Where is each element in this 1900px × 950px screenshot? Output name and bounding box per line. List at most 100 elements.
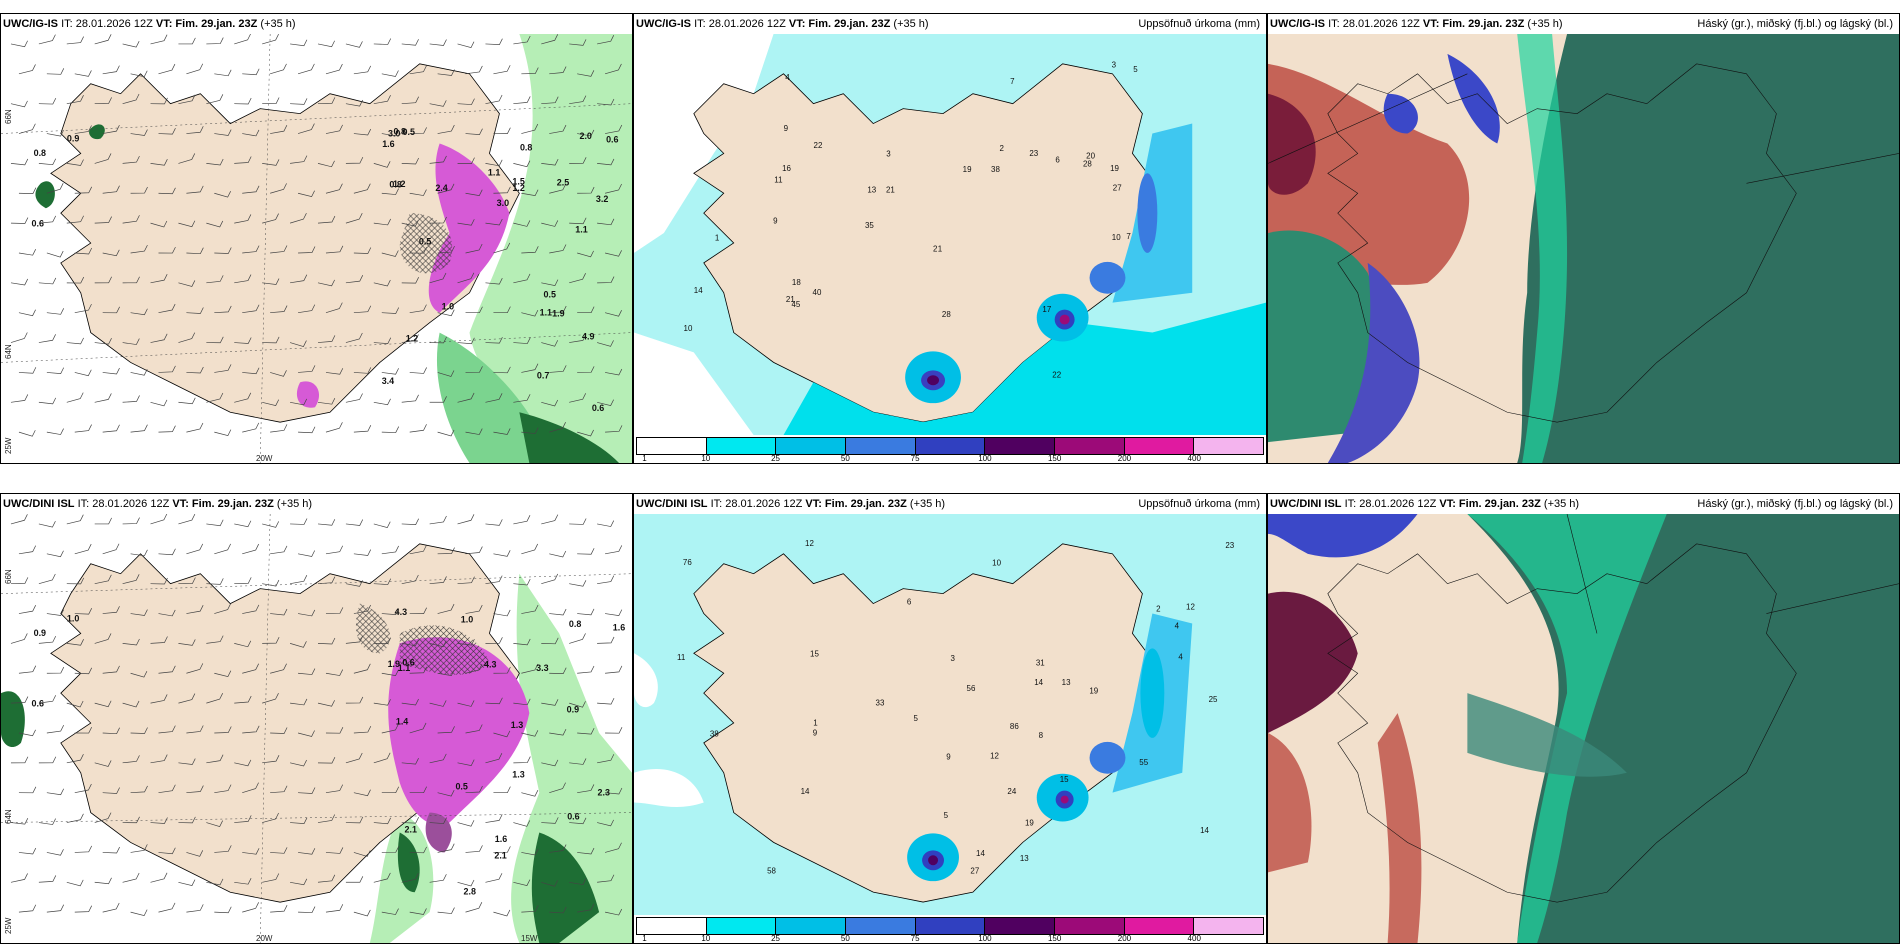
wind-barb (186, 725, 204, 734)
wind-barb (290, 817, 308, 825)
wind-barb (353, 128, 372, 136)
wind-barb (409, 65, 427, 75)
init-time: IT: 28.01.2026 12Z (1344, 498, 1437, 510)
wind-barbs (10, 514, 623, 917)
wind-barb (577, 429, 594, 437)
wind-barb (381, 908, 399, 915)
wind-barb (18, 367, 37, 374)
precip-value-label: 2.1 (494, 850, 506, 860)
wind-barb (325, 847, 344, 854)
wind-barb (130, 70, 148, 78)
colorbar-tick: 100 (978, 934, 992, 943)
precip-value-label: 2.5 (557, 177, 569, 187)
model-name: UWC/IG-IS (1270, 18, 1325, 30)
wind-barb (186, 307, 204, 314)
precip-value-label: 1.5 (512, 177, 524, 187)
panel-header: UWC/DINI ISL IT: 28.01.2026 12Z VT: Fim.… (1, 494, 632, 514)
wind-barb (597, 399, 614, 406)
wind-barb (94, 517, 112, 525)
wind-barb (437, 69, 455, 76)
wind-barb (541, 573, 559, 585)
wind-barb (150, 754, 168, 764)
precip-value-label: 28 (942, 310, 951, 319)
colorbar-cell (637, 438, 707, 454)
wind-barb (401, 394, 419, 403)
wind-barb (234, 392, 252, 403)
precip-value-label: 2 (1156, 604, 1161, 613)
wind-barbs (10, 34, 623, 437)
wind-barb (270, 305, 288, 314)
precip-value-label: 10 (992, 559, 1001, 568)
precip-value-label: 9 (784, 124, 789, 133)
wind-barb (38, 34, 56, 45)
lon-label-20w: 20W (256, 934, 273, 943)
wind-barb (437, 245, 455, 254)
wind-barb (381, 188, 399, 195)
wind-barb (186, 605, 204, 614)
wind-barb (577, 306, 595, 314)
wind-barb (150, 34, 168, 45)
wind-barb (381, 70, 399, 77)
precip-value-label: 1.1 (540, 307, 552, 317)
wind-barb (289, 213, 307, 224)
wind-barb (178, 280, 196, 287)
wind-barb (214, 69, 232, 77)
wind-barb (38, 397, 57, 405)
wind-barb (373, 337, 392, 345)
precip-value-label: 4 (785, 73, 790, 82)
wind-barb (409, 127, 427, 134)
wind-barb (549, 66, 567, 75)
wind-barb (270, 183, 287, 194)
wind-barb (457, 759, 475, 767)
wind-barb (345, 393, 363, 403)
wind-barb (158, 425, 176, 433)
wind-barb (102, 902, 120, 913)
wind-barb (214, 670, 232, 678)
wind-barb (437, 370, 455, 377)
precip-value-label: 0.5 (543, 289, 555, 299)
precip-map: 1 2 3 5 4 6 9 12 11 14 8 15 19 58 76 56 86 27 23 33 38 19 15 14… (634, 514, 1266, 915)
wind-barb (18, 904, 37, 913)
wind-barb (290, 759, 307, 767)
wind-barb (46, 609, 65, 616)
wind-barb (234, 520, 252, 528)
wind-barb (158, 63, 176, 75)
wind-barb (150, 694, 168, 704)
lat-label-64n: 64N (4, 809, 13, 824)
wind-barb (373, 699, 391, 706)
precip-value-label: 3.0 (388, 128, 400, 138)
wind-barb (186, 63, 204, 75)
wind-barb (270, 245, 288, 254)
wind-barb (485, 637, 503, 644)
precip-value-label: 0.6 (606, 135, 618, 145)
wind-barb (401, 639, 419, 647)
wind-barb (74, 424, 92, 433)
wind-barb (513, 273, 531, 284)
wind-barb (102, 424, 120, 433)
wind-barb (345, 580, 363, 587)
wind-barb (409, 786, 427, 794)
wind-barb (577, 548, 595, 555)
precip-value-label: 56 (967, 684, 976, 693)
precip-value-label: 1.1 (488, 168, 500, 178)
wind-barb (122, 155, 140, 164)
wind-barb (345, 752, 363, 764)
precip-value-label: 19 (963, 165, 972, 174)
wind-barb (130, 369, 148, 376)
wind-barb (485, 519, 503, 526)
precip-value-label: 0.6 (402, 657, 414, 667)
precip-value-label: 13 (1020, 854, 1029, 863)
precip-value-label: 0.6 (567, 811, 579, 821)
wind-barb (597, 98, 615, 106)
wind-barb (605, 425, 623, 433)
precip-value-label: 2 (933, 244, 938, 253)
wind-barb (66, 159, 84, 166)
wind-barb (130, 424, 148, 433)
wind-barb (46, 183, 64, 194)
wind-barb (457, 514, 475, 525)
wind-barb (604, 842, 622, 853)
wind-barb (605, 368, 623, 376)
precip-value-label: 12 (805, 539, 814, 548)
panel-title: Háský (gr.), miðský (fj.bl.) og lágský (… (1697, 18, 1893, 30)
precip-value-label: 0.8 (394, 126, 406, 136)
